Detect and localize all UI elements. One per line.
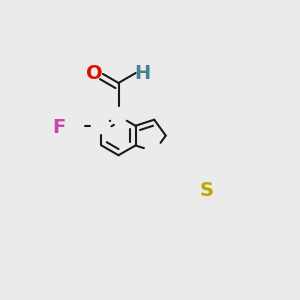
Text: H: H (134, 64, 151, 83)
Text: S: S (200, 181, 214, 200)
Text: O: O (86, 64, 103, 83)
Text: F: F (52, 118, 65, 137)
